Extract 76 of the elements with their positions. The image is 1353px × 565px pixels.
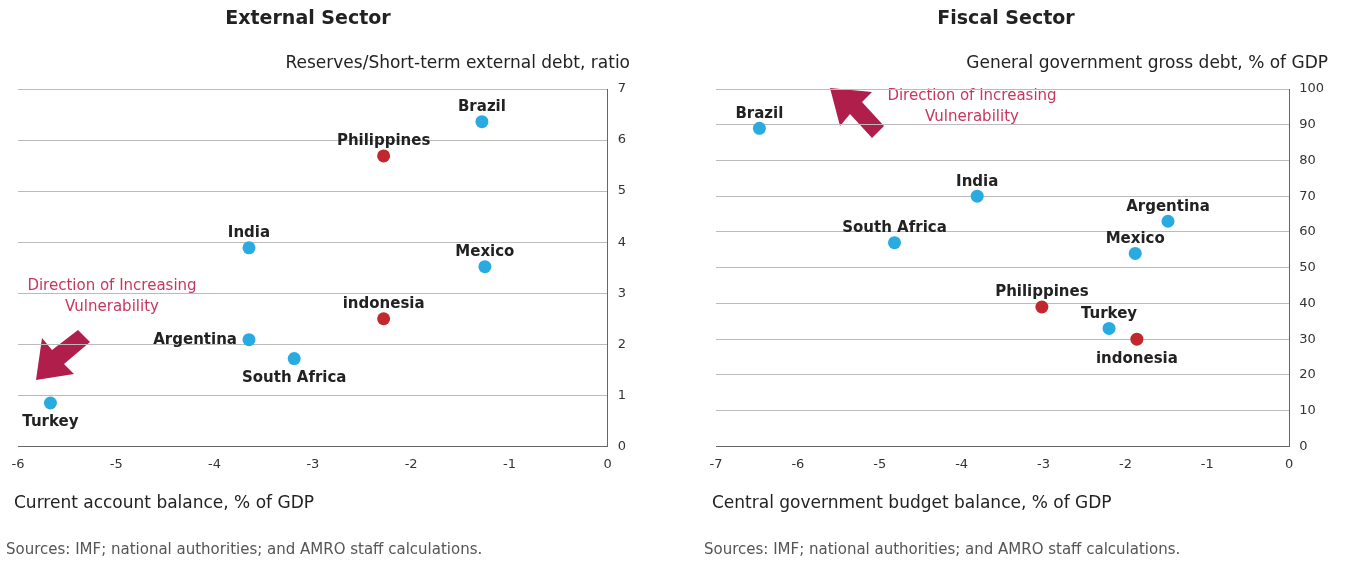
- point: [242, 241, 256, 255]
- annotation: Direction of Increasing Vulnerability: [26, 275, 198, 317]
- x-tick-label: -4: [208, 455, 222, 471]
- y-tick-label: 10: [1299, 402, 1316, 418]
- series-label: India: [956, 171, 999, 190]
- y-tick-label: 0: [617, 437, 627, 453]
- x-tick-label: -5: [109, 455, 123, 471]
- y-axis-title: General government gross debt, % of GDP: [966, 52, 1328, 72]
- series-label: indonesia: [342, 294, 425, 313]
- chart-title: External Sector: [224, 6, 392, 28]
- y-tick-label: 60: [1299, 223, 1316, 239]
- point: [970, 189, 984, 203]
- series-label: India: [227, 223, 271, 242]
- y-tick-label: 5: [617, 182, 627, 198]
- x-tick-label: -7: [709, 455, 723, 471]
- y-tick-label: 90: [1299, 116, 1316, 132]
- point: [43, 396, 57, 410]
- x-tick-label: 0: [1285, 455, 1294, 471]
- series-label: Turkey: [1080, 303, 1138, 322]
- x-tick-label: -6: [791, 455, 805, 471]
- point: [377, 149, 391, 163]
- series-label: Philippines: [995, 282, 1089, 301]
- annotation: Direction of Increasing Vulnerability: [886, 85, 1058, 127]
- source-note: Sources: IMF; national authorities; and AMRO staff calculations.: [704, 540, 1181, 558]
- x-tick-label: -6: [11, 455, 25, 471]
- y-tick-label: 50: [1299, 259, 1316, 275]
- y-tick-label: 0: [1299, 437, 1308, 453]
- x-tick-label: -3: [306, 455, 320, 471]
- source-note: Sources: IMF; national authorities; and AMRO staff calculations.: [6, 540, 483, 558]
- x-axis-title: Current account balance, % of GDP: [14, 492, 314, 512]
- point: [888, 236, 902, 250]
- series-label: Turkey: [22, 412, 79, 431]
- x-tick-label: 0: [603, 455, 612, 471]
- series-label: Brazil: [735, 103, 784, 122]
- point: [242, 333, 256, 347]
- y-tick-label: 40: [1299, 294, 1316, 310]
- x-tick-label: -1: [502, 455, 516, 471]
- x-tick-label: -3: [1037, 455, 1051, 471]
- series-label: Argentina: [1126, 196, 1210, 215]
- point: [287, 352, 301, 366]
- y-tick-label: 2: [617, 335, 627, 351]
- x-tick-label: -2: [1118, 455, 1132, 471]
- point: [1035, 300, 1049, 314]
- y-tick-label: 20: [1299, 366, 1316, 382]
- point: [475, 115, 489, 129]
- series-label: Philippines: [336, 131, 431, 150]
- y-axis-title: Reserves/Short-term external debt, ratio: [285, 52, 630, 72]
- y-tick-label: 1: [617, 386, 627, 402]
- series-label: South Africa: [241, 367, 347, 386]
- series-label: Brazil: [457, 97, 506, 116]
- y-tick-label: 80: [1299, 151, 1316, 167]
- y-tick-label: 7: [617, 80, 627, 96]
- point: [478, 260, 492, 274]
- series-label: Mexico: [1105, 228, 1165, 247]
- y-tick-label: 100: [1299, 80, 1325, 96]
- x-axis-title: Central government budget balance, % of GDP: [712, 492, 1112, 512]
- chart-title: Fiscal Sector: [936, 6, 1076, 28]
- x-tick-label: -2: [404, 455, 418, 471]
- point: [1102, 321, 1116, 335]
- x-tick-label: -5: [873, 455, 887, 471]
- y-tick-label: 3: [617, 284, 627, 300]
- point: [1128, 246, 1142, 260]
- series-label: Argentina: [153, 329, 237, 348]
- y-tick-label: 70: [1299, 187, 1316, 203]
- series-label: Mexico: [455, 242, 515, 261]
- y-tick-label: 4: [617, 233, 627, 249]
- series-label: indonesia: [1095, 348, 1178, 367]
- y-tick-label: 6: [617, 131, 627, 147]
- x-tick-label: -1: [1200, 455, 1214, 471]
- point: [1130, 332, 1144, 346]
- series-label: South Africa: [842, 218, 947, 237]
- point: [752, 121, 766, 135]
- y-tick-label: 30: [1299, 330, 1316, 346]
- x-tick-label: -4: [955, 455, 969, 471]
- point: [1161, 214, 1175, 228]
- point: [377, 312, 391, 326]
